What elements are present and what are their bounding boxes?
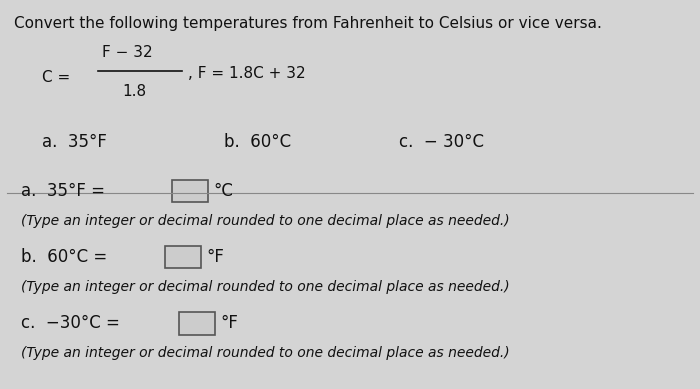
Text: c.  −30°C =: c. −30°C =	[21, 314, 120, 332]
Text: b.  60°C =: b. 60°C =	[21, 248, 107, 266]
Text: °F: °F	[220, 314, 239, 332]
Text: a.  35°F: a. 35°F	[42, 133, 107, 151]
Text: (Type an integer or decimal rounded to one decimal place as needed.): (Type an integer or decimal rounded to o…	[21, 214, 510, 228]
Text: °C: °C	[214, 182, 233, 200]
Text: b.  60°C: b. 60°C	[224, 133, 291, 151]
Text: c.  − 30°C: c. − 30°C	[399, 133, 484, 151]
Text: F − 32: F − 32	[102, 45, 152, 60]
Text: , F = 1.8C + 32: , F = 1.8C + 32	[188, 66, 305, 81]
Text: C =: C =	[42, 70, 70, 85]
Text: a.  35°F =: a. 35°F =	[21, 182, 105, 200]
Text: °F: °F	[206, 248, 225, 266]
Text: (Type an integer or decimal rounded to one decimal place as needed.): (Type an integer or decimal rounded to o…	[21, 280, 510, 294]
FancyBboxPatch shape	[178, 312, 215, 335]
Text: (Type an integer or decimal rounded to one decimal place as needed.): (Type an integer or decimal rounded to o…	[21, 346, 510, 360]
FancyBboxPatch shape	[164, 246, 201, 268]
Text: 1.8: 1.8	[122, 84, 146, 100]
FancyBboxPatch shape	[172, 180, 208, 202]
Text: Convert the following temperatures from Fahrenheit to Celsius or vice versa.: Convert the following temperatures from …	[14, 16, 602, 31]
